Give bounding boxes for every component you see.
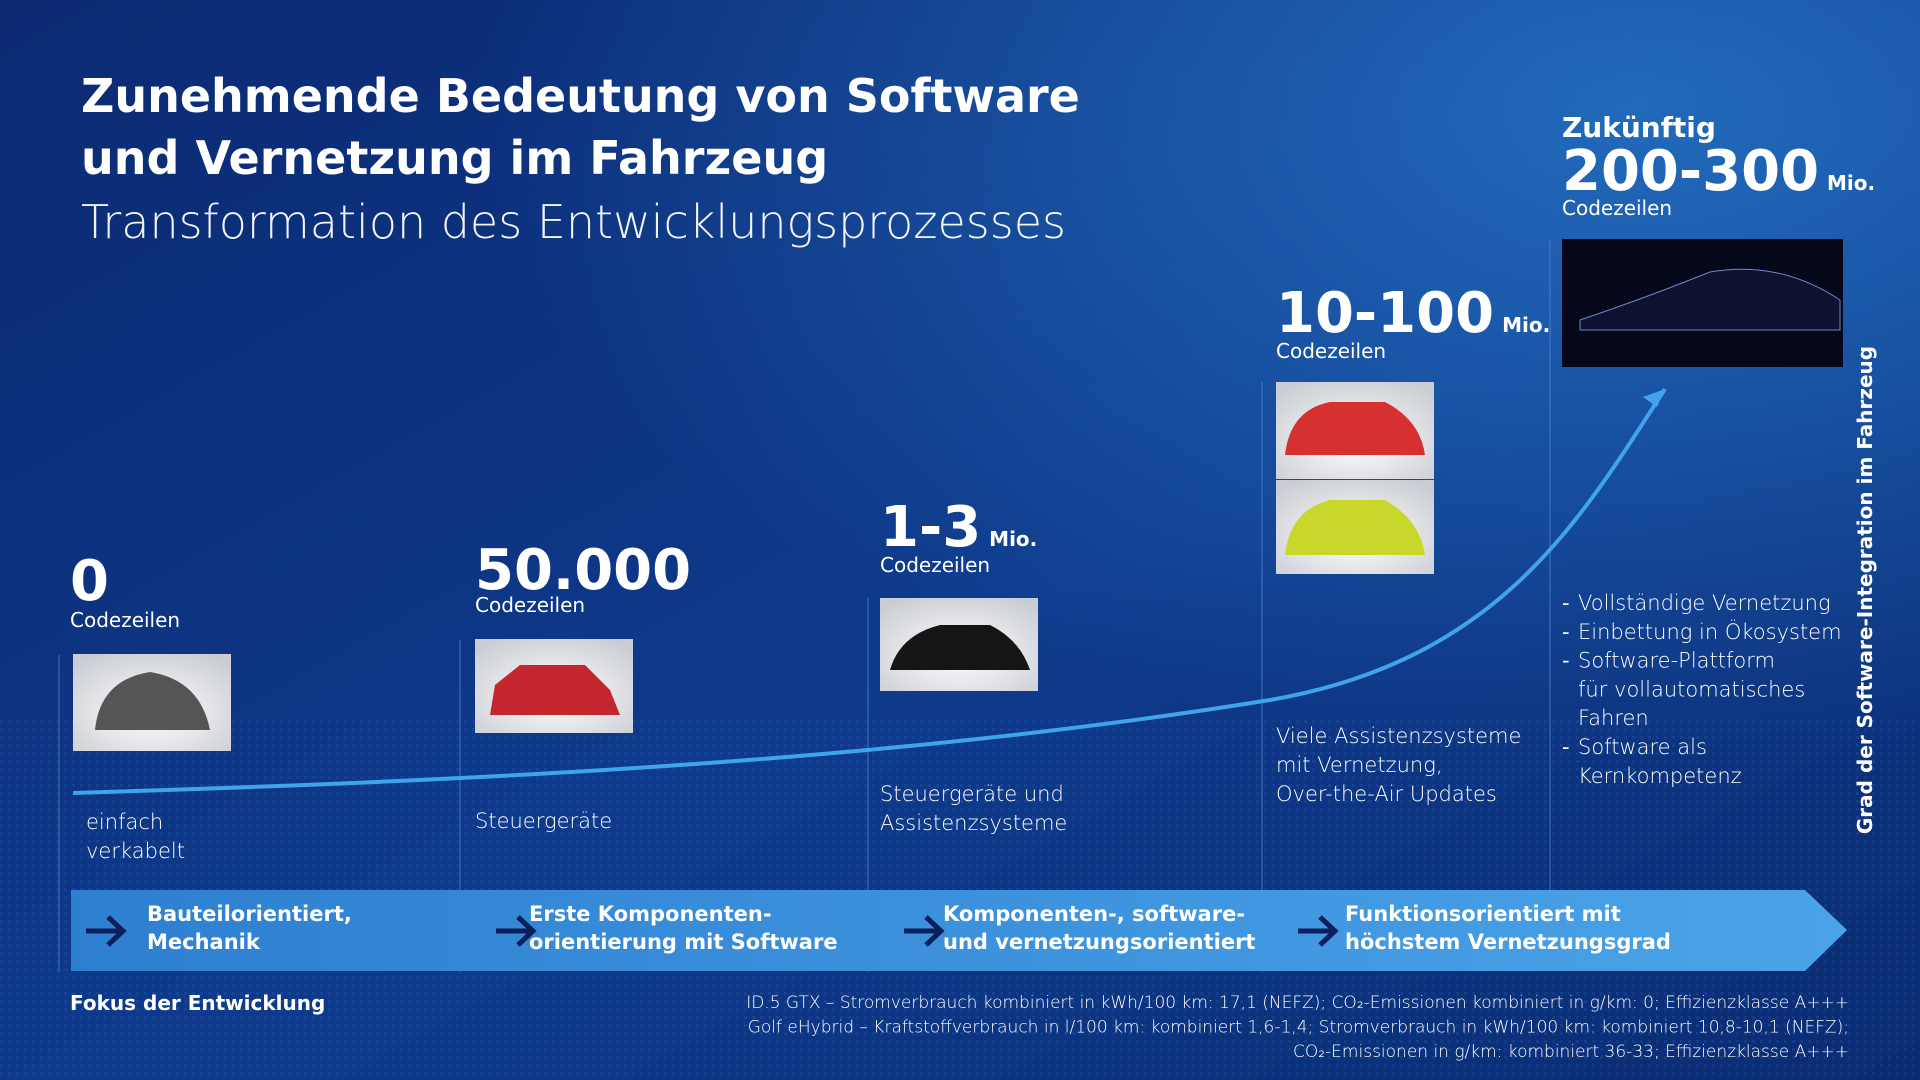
separators: [58, 239, 1551, 972]
stage-value: 200-300: [1562, 139, 1819, 204]
focus-text: Mechanik: [147, 930, 261, 954]
focus-band: [71, 890, 1847, 971]
bullet-text: Vollständige Vernetzung: [1578, 591, 1831, 615]
focus-arrow: [86, 915, 127, 947]
bullet-text: Software als: [1578, 735, 1707, 759]
bullet-dash: -: [1562, 591, 1570, 615]
subtitle: Transformation des Entwicklungsprozesses: [81, 195, 1066, 249]
stage-description: verkabelt: [86, 839, 185, 863]
stage-unit: Mio.: [1502, 313, 1550, 337]
stage-value: 50.000: [475, 538, 691, 603]
growth-curve: [72, 387, 1667, 795]
stage-description: einfach: [86, 810, 163, 834]
bullet-text: Einbettung in Ökosystem: [1578, 618, 1842, 644]
bullet-text: für vollautomatisches: [1578, 677, 1805, 701]
stage-description: mit Vernetzung,: [1276, 753, 1443, 777]
bullet-text: Fahren: [1578, 706, 1649, 730]
bullet-dash: -: [1562, 735, 1570, 759]
focus-arrow: [904, 915, 945, 947]
curve-arrowhead: [1643, 389, 1665, 407]
stage-unit: Mio.: [1827, 171, 1875, 195]
focus-arrows: [86, 915, 1339, 947]
focus-arrow: [1298, 915, 1339, 947]
bullet-text: Software-Plattform: [1578, 649, 1775, 673]
focus-arrow: [496, 915, 537, 947]
focus-text: Funktionsorientiert mit: [1345, 902, 1621, 926]
stage-overline: Zukünftig: [1562, 111, 1716, 144]
stage-caption: Codezeilen: [1276, 339, 1386, 363]
footnote-line: Golf eHybrid – Kraftstoffverbrauch in l/…: [748, 1018, 1849, 1038]
stage-unit: Mio.: [989, 527, 1037, 551]
stage-caption: Codezeilen: [880, 553, 990, 577]
title-line: und Vernetzung im Fahrzeug: [81, 131, 828, 185]
stage-value: 10-100: [1276, 281, 1494, 346]
stage-caption: Codezeilen: [475, 593, 585, 617]
stage-caption: Codezeilen: [1562, 196, 1672, 220]
stage-description: Viele Assistenzsysteme: [1276, 724, 1521, 748]
footnote-line: CO₂-Emissionen in g/km: kombiniert 36-33…: [1293, 1042, 1849, 1062]
car-photos: [73, 239, 1843, 751]
footnote-line: ID.5 GTX – Stromverbrauch kombiniert in …: [746, 993, 1849, 1013]
focus-text: und vernetzungsorientiert: [943, 930, 1255, 954]
focus-text: Erste Komponenten-: [529, 902, 772, 926]
bullet-text: Kernkompetenz: [1578, 764, 1742, 788]
stage-description: Assistenzsysteme: [880, 811, 1067, 835]
stage-description: Over-the-Air Updates: [1276, 782, 1497, 806]
focus-text: Bauteilorientiert,: [147, 902, 352, 926]
stage-description: Steuergeräte und: [880, 782, 1064, 806]
focus-text: höchstem Vernetzungsgrad: [1345, 930, 1671, 954]
bullet-dash: -: [1562, 620, 1570, 644]
stage-caption: Codezeilen: [70, 608, 180, 632]
stage-value: 1-3: [880, 495, 981, 560]
focus-text: Komponenten-, software-: [943, 902, 1245, 926]
bullet-dash: -: [1562, 649, 1570, 673]
focus-label: Fokus der Entwicklung: [70, 991, 325, 1015]
axis-label: Grad der Software-Integration im Fahrzeu…: [1853, 346, 1877, 834]
stage-value: 0: [70, 549, 109, 614]
stage-description: Steuergeräte: [475, 809, 612, 833]
title-line: Zunehmende Bedeutung von Software: [81, 69, 1080, 123]
focus-text: orientierung mit Software: [529, 930, 838, 954]
